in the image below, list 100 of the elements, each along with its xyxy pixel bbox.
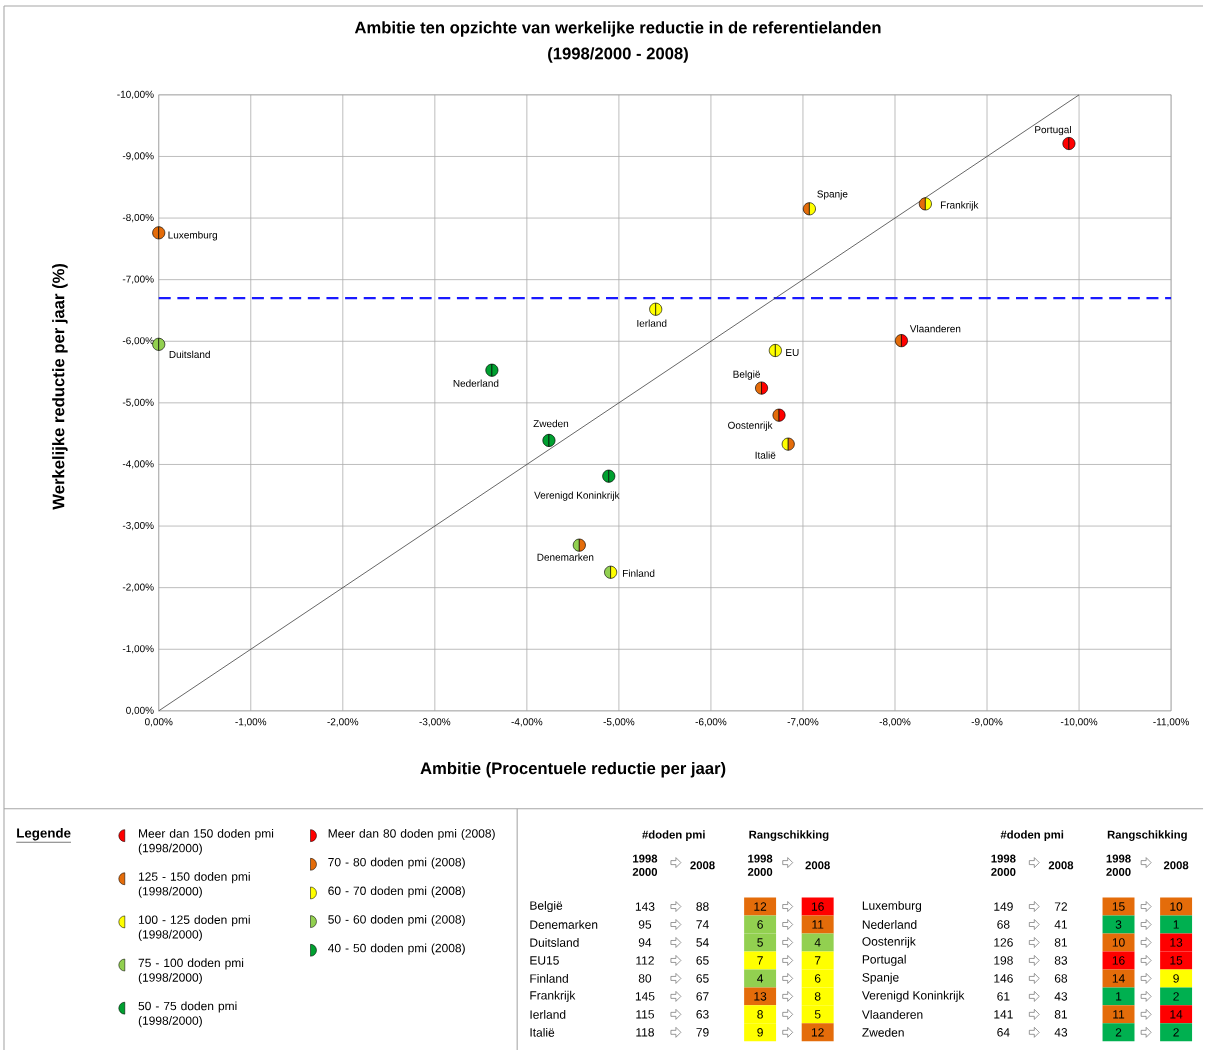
data-label: 4 <box>814 938 821 947</box>
data-label: 61 <box>997 991 1010 1001</box>
data-label: 64 <box>997 1027 1010 1037</box>
data-label: 145 <box>635 992 655 1001</box>
data-label: 95 <box>638 920 652 929</box>
y-tick-label: -7,00% <box>122 275 154 284</box>
data-label: 2 <box>1173 1027 1179 1037</box>
annotation: Duitsland <box>169 350 210 358</box>
y-tick-label: -9,00% <box>122 152 154 161</box>
data-label: 41 <box>1054 920 1068 929</box>
chart-subtitle: (1998/2000 - 2008) <box>548 47 688 63</box>
y-tick-label: Denemarken <box>530 919 598 929</box>
text: 40 - 50 doden pmi (2008) <box>328 943 465 955</box>
data-label: 81 <box>1054 1009 1068 1019</box>
data-label: 14 <box>1112 974 1125 983</box>
data-label: 65 <box>696 974 709 983</box>
y-tick-label: Italië <box>530 1027 555 1037</box>
annotation: EU <box>786 348 799 356</box>
text: 125 - 150 doden pmi (1998/2000) <box>138 871 250 898</box>
y-tick-label: -2,00% <box>122 583 154 592</box>
text: Meer dan 80 doden pmi (2008) <box>328 828 495 840</box>
annotation: België <box>733 370 760 380</box>
data-label: 81 <box>1054 938 1068 947</box>
data-label: 4 <box>757 974 764 983</box>
annotation: Luxemburg <box>168 231 217 241</box>
data-label: 15 <box>1112 902 1125 911</box>
x-tick-label: 2008 <box>805 861 830 870</box>
data-label: 7 <box>814 956 821 965</box>
data-label: 43 <box>1054 1027 1068 1037</box>
y-tick-label: -5,00% <box>122 398 154 407</box>
data-label: 1 <box>1173 920 1179 929</box>
data-label: 126 <box>994 938 1013 947</box>
x-tick-label: -5,00% <box>603 718 635 727</box>
annotation: Spanje <box>817 190 848 200</box>
x-tick-label: 2008 <box>1163 861 1189 870</box>
text: 50 - 75 doden pmi (1998/2000) <box>138 1001 237 1028</box>
data-label: 9 <box>1173 974 1179 983</box>
data-label: 143 <box>635 902 655 911</box>
data-label: 2 <box>1173 992 1179 1001</box>
data-label: 72 <box>1054 902 1067 911</box>
x-tick-label: -7,00% <box>787 718 819 727</box>
x-tick-label: -6,00% <box>695 718 727 727</box>
data-label: 13 <box>1170 938 1183 947</box>
data-label: 67 <box>696 991 709 1001</box>
annotation: Frankrijk <box>940 201 979 211</box>
data-label: 16 <box>1112 956 1125 965</box>
y-tick-label: Spanje <box>862 972 899 984</box>
data-label: 68 <box>1054 974 1068 983</box>
data-label: 12 <box>754 902 767 911</box>
data-label: 198 <box>994 956 1013 965</box>
data-label: 83 <box>1054 956 1068 965</box>
data-label: 115 <box>636 1010 654 1019</box>
data-label: 12 <box>811 1027 824 1037</box>
annotation: Nederland <box>453 379 499 387</box>
annotation: Vlaanderen <box>909 324 961 333</box>
data-label: 16 <box>811 902 824 911</box>
x-tick-label: 1998 2000 <box>632 854 658 876</box>
data-label: 1 <box>1116 992 1122 1001</box>
data-label: 6 <box>814 974 821 983</box>
data-label: 3 <box>1115 920 1122 929</box>
data-label: 43 <box>1054 991 1068 1001</box>
x-tick-label: -2,00% <box>327 718 359 727</box>
x-tick-label: -1,00% <box>235 718 267 727</box>
data-label: 5 <box>814 1010 821 1019</box>
x-tick-label: 2008 <box>1048 861 1074 870</box>
annotation: Ierland <box>637 319 667 327</box>
annotation: Finland <box>623 569 655 577</box>
y-tick-label: Oostenrijk <box>862 936 916 948</box>
data-label: 149 <box>994 902 1013 911</box>
data-label: 10 <box>1112 938 1125 947</box>
chart-title: Ambitie ten opzichte van werkelijke reductie in de referentielanden <box>354 21 881 37</box>
x-tick-label: -4,00% <box>511 718 543 727</box>
data-label: 68 <box>997 920 1010 929</box>
data-label: 94 <box>638 938 652 947</box>
data-label: 8 <box>814 991 821 1001</box>
annotation: Portugal <box>1035 125 1071 136</box>
x-tick-label: -3,00% <box>419 718 451 727</box>
y-tick-label: België <box>530 900 563 912</box>
data-label: 141 <box>994 1010 1013 1019</box>
data-label: 6 <box>757 920 763 929</box>
x-tick-label: -10,00% <box>1060 718 1098 727</box>
y-tick-label: -4,00% <box>122 460 154 469</box>
data-label: 13 <box>754 991 767 1001</box>
y-tick-label: EU15 <box>530 956 559 965</box>
x-tick-label: -9,00% <box>971 718 1003 727</box>
data-label: 118 <box>636 1027 654 1037</box>
y-tick-label: Zweden <box>862 1027 904 1037</box>
data-label: 74 <box>696 920 709 929</box>
text: #doden pmi <box>1000 830 1064 841</box>
annotation: Italië <box>755 451 776 459</box>
data-label: 11 <box>812 920 824 929</box>
x-tick-label: 1998 2000 <box>747 854 773 876</box>
y-tick-label: Ierland <box>530 1009 566 1019</box>
y-axis-title: Werkelijke reductie per jaar (%) <box>52 263 68 510</box>
y-tick-label: -8,00% <box>122 213 154 223</box>
annotation: Denemarken <box>537 553 594 561</box>
y-tick-label: Frankrijk <box>530 990 576 1002</box>
y-tick-label: Finland <box>530 973 568 983</box>
y-tick-label: -6,00% <box>122 336 154 346</box>
text: Rangschikking <box>749 830 829 841</box>
